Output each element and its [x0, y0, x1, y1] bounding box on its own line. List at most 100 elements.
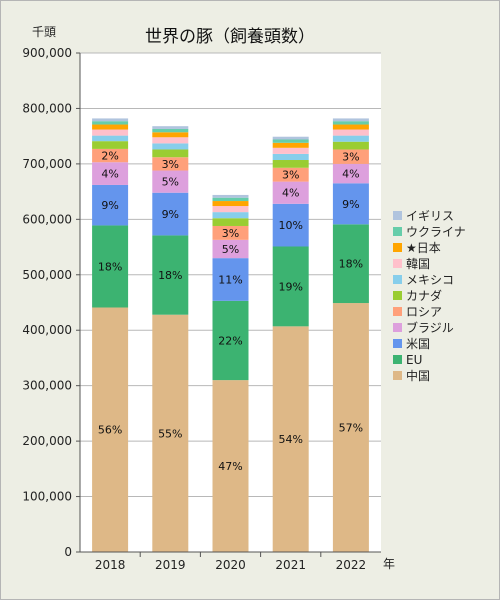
y-tick-label: 900,000	[22, 46, 72, 60]
legend-label: イギリス	[406, 209, 454, 223]
legend-swatch	[393, 291, 402, 300]
bar-percent-label: 4%	[342, 168, 359, 181]
bar-segment	[92, 148, 129, 163]
y-tick-label: 0	[64, 545, 72, 559]
bar-segment	[152, 143, 189, 150]
x-tick-label: 2022	[336, 558, 367, 572]
bar-percent-label: 54%	[278, 433, 302, 446]
bar-percent-label: 11%	[218, 273, 242, 286]
x-axis-unit-label: 年	[383, 557, 395, 571]
bar-segment	[212, 194, 249, 198]
bar-segment	[92, 124, 129, 130]
bar-percent-label: 22%	[218, 334, 242, 347]
bar-segment	[272, 147, 309, 154]
bar-segment	[152, 137, 189, 144]
bar-percent-label: 18%	[339, 258, 363, 271]
legend-label: ウクライナ	[406, 225, 466, 239]
x-tick-labels: 2018 2019 2020 2021 2022	[95, 552, 366, 572]
legend-swatch	[393, 355, 402, 364]
bar-segment	[92, 135, 129, 142]
y-tick-label: 300,000	[22, 379, 72, 393]
bar-segment	[152, 235, 189, 315]
x-tick-label: 2018	[95, 558, 126, 572]
bar-percent-label: 9%	[101, 199, 118, 212]
y-tick-label: 200,000	[22, 434, 72, 448]
bar-segment	[332, 135, 369, 142]
bar-segment	[332, 183, 369, 225]
bar-segment	[212, 218, 249, 226]
legend-swatch	[393, 211, 402, 220]
bar-segment	[92, 118, 129, 122]
legend-label: EU	[406, 353, 422, 367]
bar-segment	[92, 162, 129, 185]
bar-percent-label: 47%	[218, 460, 242, 473]
bar-segment	[332, 303, 369, 552]
bar-segment	[272, 326, 309, 552]
chart-title: 世界の豚（飼養頭数）	[145, 27, 315, 47]
bar-segment	[212, 258, 249, 301]
bar-segment	[272, 153, 309, 161]
bar-segment	[332, 163, 369, 184]
bar-percent-label: 5%	[162, 176, 179, 189]
bar-percent-label: 18%	[158, 269, 182, 282]
bar-percent-label: 57%	[339, 422, 363, 435]
legend-label: ブラジル	[406, 320, 454, 335]
bar-segment	[152, 170, 189, 193]
bar-segment	[152, 157, 189, 171]
legend-swatch	[393, 307, 402, 316]
x-tick-label: 2020	[215, 558, 246, 572]
bar-segment	[272, 160, 309, 168]
bar-percent-label: 3%	[222, 227, 239, 240]
x-tick-label: 2021	[275, 558, 306, 572]
bar-percent-label: 5%	[222, 243, 239, 256]
y-tick-labels: 0 100,000 200,000 300,000 400,000 500,000 600,…	[22, 46, 80, 559]
bar-segment	[152, 126, 189, 129]
bar-percent-label: 4%	[282, 187, 299, 200]
bar-percent-label: 56%	[98, 424, 122, 437]
bar-segment	[92, 129, 129, 136]
legend-label: ロシア	[406, 305, 442, 319]
bar-segment	[92, 141, 129, 149]
legend-swatch	[393, 323, 402, 332]
y-tick-label: 100,000	[22, 490, 72, 504]
bar-segment	[212, 197, 249, 202]
bar-segment	[332, 149, 369, 164]
bar-percent-label: 2%	[101, 150, 118, 163]
bar-segment	[272, 167, 309, 182]
bar-segment	[212, 201, 249, 207]
y-tick-label: 400,000	[22, 323, 72, 337]
x-tick-label: 2019	[155, 558, 186, 572]
bar-segment	[332, 121, 369, 125]
legend-swatch	[393, 243, 402, 252]
bar-percent-label: 4%	[101, 168, 118, 181]
bar-segment	[332, 124, 369, 130]
bar-segment	[332, 118, 369, 122]
bar-segment	[92, 307, 129, 552]
bar-segment	[152, 128, 189, 133]
y-tick-label: 500,000	[22, 268, 72, 282]
bar-segment	[332, 224, 369, 304]
bar-percent-label: 10%	[278, 219, 302, 232]
legend-label: メキシコ	[406, 273, 454, 287]
bar-percent-label: 3%	[342, 151, 359, 164]
bar-segment	[92, 121, 129, 125]
bar-segment	[212, 380, 249, 552]
bar-segment	[272, 246, 309, 327]
legend-label: 韓国	[406, 257, 430, 271]
bar-segment	[332, 141, 369, 150]
bar-segment	[272, 139, 309, 143]
bar-segment	[92, 225, 129, 308]
bar-percent-label: 18%	[98, 260, 122, 273]
bar-segment	[152, 314, 189, 552]
bar-segment	[212, 300, 249, 381]
bar-segment	[272, 142, 309, 148]
bar-segment	[212, 212, 249, 219]
bar-segment	[212, 206, 249, 213]
legend-swatch	[393, 339, 402, 348]
legend-label: カナダ	[406, 288, 442, 303]
bar-segment	[332, 129, 369, 136]
bar-percent-label: 55%	[158, 427, 182, 440]
